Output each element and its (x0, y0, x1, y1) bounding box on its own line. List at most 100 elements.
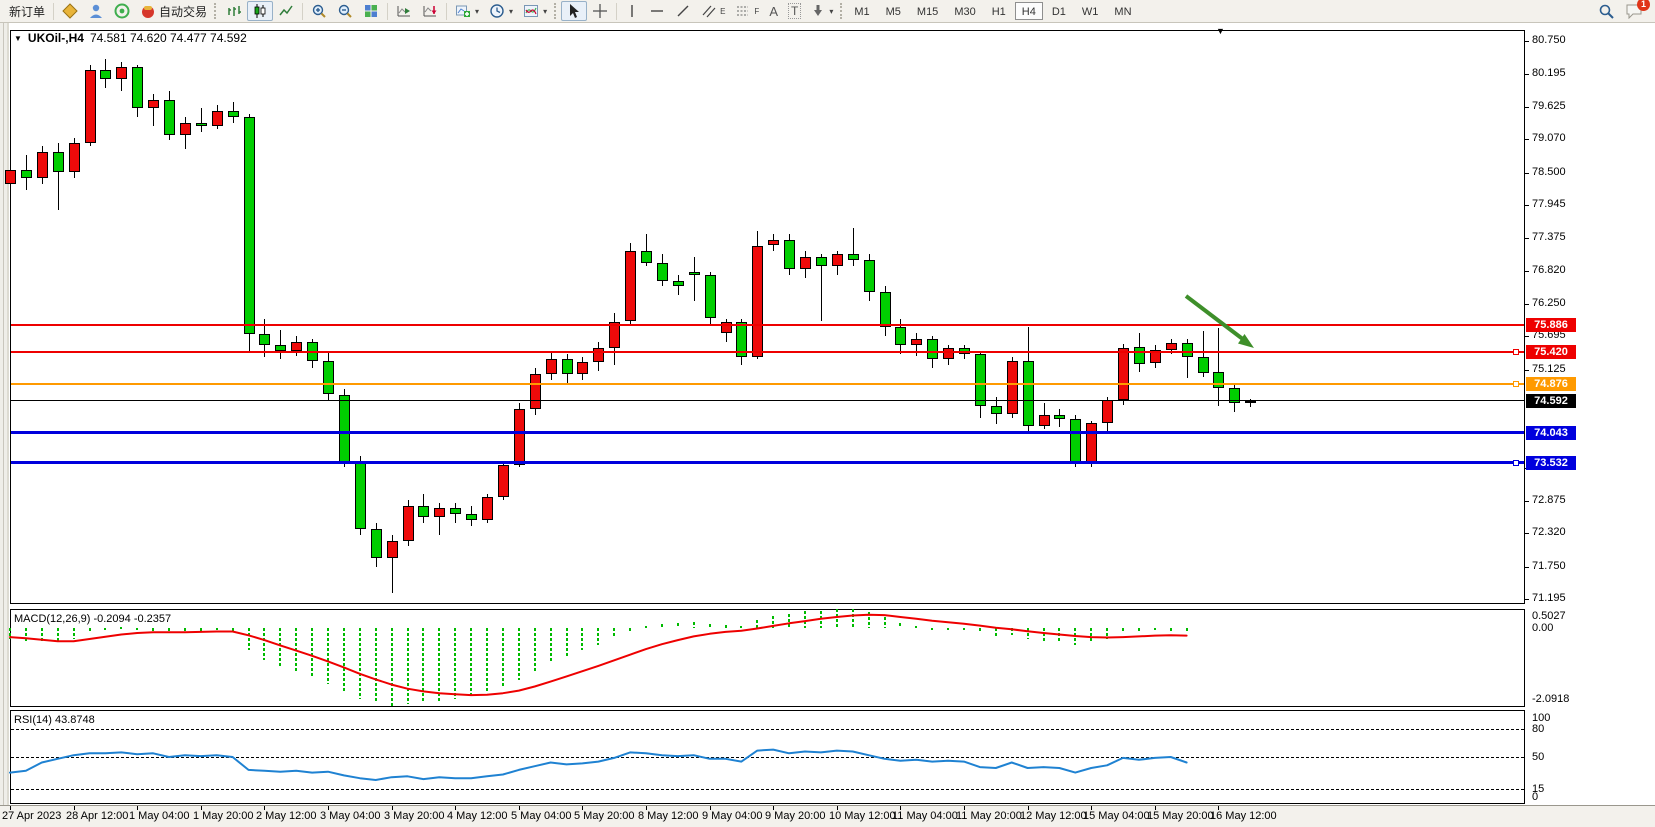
arrows-button[interactable]: ▾ (806, 1, 838, 21)
macd-pane[interactable] (10, 609, 1525, 707)
autotrade-button[interactable]: 自动交易 (135, 1, 212, 21)
chevron-down-icon[interactable]: ▾ (509, 6, 514, 16)
trendline-button[interactable] (670, 1, 696, 21)
candle (5, 169, 16, 185)
candle (466, 514, 478, 520)
cursor-button[interactable] (561, 1, 588, 21)
timeframe-button-mn[interactable]: MN (1114, 6, 1132, 18)
macd-histogram-bar (517, 627, 520, 681)
level-line[interactable] (11, 400, 1524, 401)
vertical-line-button[interactable] (620, 1, 644, 21)
metaquotes-button[interactable] (57, 1, 83, 21)
macd-histogram-bar (358, 627, 361, 699)
timeframe-button-w1[interactable]: W1 (1081, 6, 1099, 18)
price-tick-mark (1524, 533, 1529, 534)
time-tick-mark (1155, 806, 1156, 810)
macd-label: MACD(12,26,9) -0.2094 -0.2357 (14, 613, 172, 625)
auto-scroll-button[interactable] (391, 1, 417, 21)
candle (656, 263, 668, 281)
time-tick-mark (1091, 806, 1092, 810)
rsi-scale-label: 80 (1532, 723, 1545, 735)
bar-chart-button[interactable] (221, 1, 247, 21)
profile-icon (90, 4, 103, 18)
candle (418, 505, 430, 518)
level-line-handle[interactable] (1513, 460, 1519, 466)
toolbar-grip[interactable] (554, 3, 557, 19)
timeframe-button-m30[interactable]: M30 (954, 6, 976, 18)
macd-histogram-bar (581, 627, 584, 651)
candle (354, 461, 366, 529)
candle (1006, 360, 1018, 414)
left-panel-edge[interactable] (0, 23, 9, 827)
time-axis[interactable]: 27 Apr 2023 28 Apr 12:00 1 May 04:00 1 May … (0, 805, 1655, 827)
level-line[interactable] (11, 324, 1524, 326)
candle (148, 99, 160, 109)
community-button[interactable] (83, 1, 109, 21)
chevron-down-icon[interactable]: ▾ (829, 6, 834, 16)
search-icon[interactable] (1598, 3, 1615, 20)
chevron-down-icon[interactable]: ▾ (543, 6, 548, 16)
line-chart-button[interactable] (273, 1, 299, 21)
candle (513, 409, 525, 465)
fibonacci-button[interactable]: F (730, 1, 764, 21)
price-tick-label: 71.195 (1532, 592, 1566, 604)
equidistant-channel-button[interactable]: E (696, 1, 730, 21)
toolbar-grip[interactable] (840, 3, 843, 19)
level-line[interactable] (11, 383, 1524, 385)
time-axis-label: 8 May 12:00 (638, 810, 699, 822)
macd-histogram-bar (1026, 627, 1029, 639)
time-axis-label: 11 May 20:00 (956, 810, 1022, 822)
tile-windows-button[interactable] (358, 1, 384, 21)
zoom-out-icon (338, 4, 352, 18)
new-order-button[interactable]: 新订单 (4, 1, 50, 21)
candle (974, 354, 986, 406)
level-line[interactable] (11, 431, 1524, 434)
timeframe-button-h4[interactable]: H4 (1014, 2, 1043, 20)
candle (259, 334, 271, 345)
macd-histogram-bar (263, 627, 266, 660)
time-tick-mark (1028, 806, 1029, 810)
candle (736, 321, 748, 357)
zoom-out-button[interactable] (332, 1, 358, 21)
timeframe-button-m1[interactable]: M1 (854, 6, 870, 18)
text-label-button[interactable]: T (783, 1, 806, 21)
horizontal-line-button[interactable] (644, 1, 670, 21)
time-tick-mark (392, 806, 393, 810)
annotation-arrow-head[interactable] (1238, 334, 1254, 348)
timeframe-button-d1[interactable]: D1 (1051, 6, 1066, 18)
timeframe-button-m5[interactable]: M5 (885, 6, 901, 18)
symbol-dropdown-icon[interactable]: ▼ (14, 33, 22, 43)
toolbar-grip[interactable] (214, 3, 217, 19)
candle (132, 67, 144, 109)
periods-button[interactable]: ▾ (484, 1, 518, 21)
clock-icon (490, 4, 504, 18)
annotation-arrow-shaft[interactable] (1184, 294, 1246, 342)
chevron-down-icon[interactable]: ▾ (475, 6, 480, 16)
level-line-handle[interactable] (1513, 381, 1519, 387)
templates-button[interactable]: ▾ (518, 1, 552, 21)
signals-button[interactable] (109, 1, 135, 21)
level-line[interactable] (11, 461, 1524, 464)
timeframe-button-m15[interactable]: M15 (916, 6, 939, 18)
macd-histogram-bar (1010, 627, 1013, 636)
zoom-in-button[interactable] (306, 1, 332, 21)
candle (1038, 414, 1050, 426)
text-button[interactable]: A (764, 1, 783, 21)
indicators-button[interactable]: ▾ (450, 1, 484, 21)
level-line-handle[interactable] (1513, 349, 1519, 355)
toolbar-separator (446, 2, 448, 20)
candlestick-chart-button[interactable] (247, 1, 274, 21)
macd-histogram-bar (454, 627, 457, 699)
candle (1149, 350, 1161, 364)
macd-histogram-bar (660, 624, 663, 628)
notifications-button[interactable]: 1 (1625, 0, 1650, 19)
chart-shift-button[interactable] (417, 1, 443, 21)
macd-histogram-bar (1122, 627, 1124, 634)
crosshair-button[interactable] (587, 1, 613, 21)
timeframe-button-h1[interactable]: H1 (991, 6, 1006, 18)
chart-shift-icon (423, 6, 437, 17)
auto-scroll-icon (397, 6, 411, 17)
time-axis-label: 3 May 04:00 (320, 810, 381, 822)
rsi-scale-label: 50 (1532, 751, 1545, 763)
level-line[interactable] (11, 351, 1524, 353)
